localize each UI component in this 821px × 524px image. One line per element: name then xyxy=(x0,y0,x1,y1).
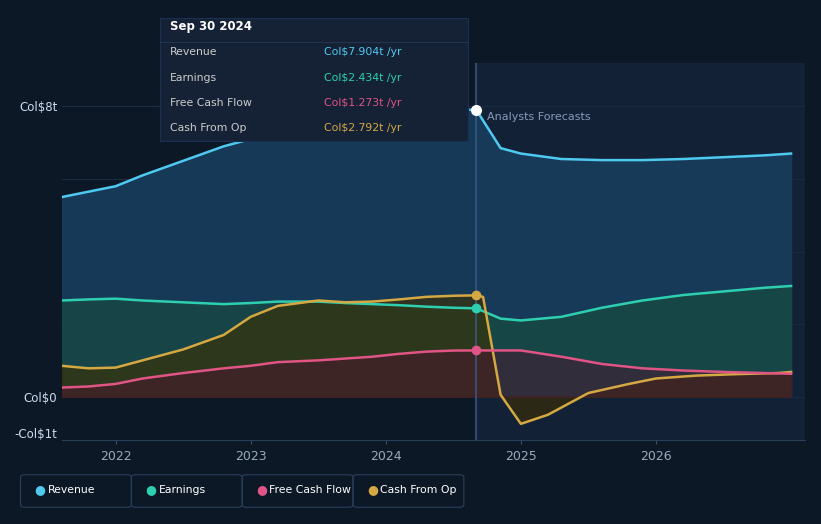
Text: Analysts Forecasts: Analysts Forecasts xyxy=(487,112,591,122)
Text: Cash From Op: Cash From Op xyxy=(380,485,456,495)
Text: ●: ● xyxy=(145,484,156,496)
Text: Sep 30 2024: Sep 30 2024 xyxy=(170,20,252,33)
Bar xyxy=(476,63,805,440)
Text: Free Cash Flow: Free Cash Flow xyxy=(269,485,351,495)
Text: ●: ● xyxy=(256,484,267,496)
Text: Cash From Op: Cash From Op xyxy=(170,123,246,133)
Text: Earnings: Earnings xyxy=(158,485,205,495)
Text: Col$2.792t /yr: Col$2.792t /yr xyxy=(324,123,401,133)
Text: Earnings: Earnings xyxy=(170,72,217,83)
Text: Free Cash Flow: Free Cash Flow xyxy=(170,97,252,108)
Text: Col$1.273t /yr: Col$1.273t /yr xyxy=(324,97,401,108)
Text: Revenue: Revenue xyxy=(48,485,95,495)
Text: Revenue: Revenue xyxy=(170,47,218,58)
Text: Col$2.434t /yr: Col$2.434t /yr xyxy=(324,72,401,83)
Text: Past: Past xyxy=(447,112,470,122)
Text: Col$7.904t /yr: Col$7.904t /yr xyxy=(324,47,401,58)
Text: ●: ● xyxy=(367,484,378,496)
Text: ●: ● xyxy=(34,484,45,496)
